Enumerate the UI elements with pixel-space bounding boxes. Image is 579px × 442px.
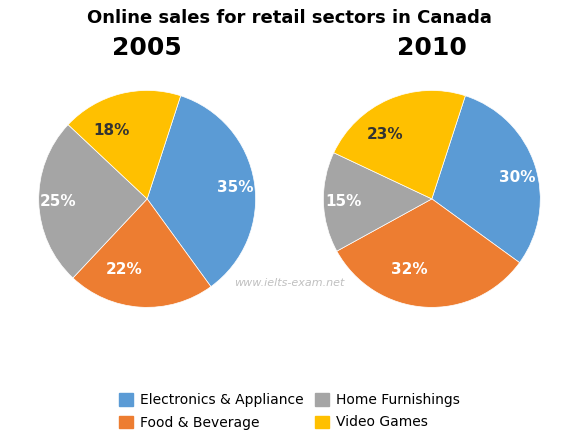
Text: 30%: 30% [499,170,536,185]
Wedge shape [147,96,255,287]
Wedge shape [68,91,181,199]
Text: 25%: 25% [40,194,76,209]
Wedge shape [334,91,466,199]
Wedge shape [337,199,519,307]
Legend: Electronics & Appliance, Food & Beverage, Home Furnishings, Video Games: Electronics & Appliance, Food & Beverage… [114,388,465,435]
Text: 15%: 15% [325,194,361,209]
Text: 23%: 23% [367,127,404,142]
Text: 18%: 18% [93,123,130,138]
Wedge shape [432,96,540,263]
Text: 22%: 22% [106,262,143,277]
Wedge shape [324,153,432,251]
Text: 32%: 32% [391,262,427,277]
Text: www.ielts-exam.net: www.ielts-exam.net [234,278,345,288]
Title: 2010: 2010 [397,36,467,60]
Text: Online sales for retail sectors in Canada: Online sales for retail sectors in Canad… [87,9,492,27]
Title: 2005: 2005 [112,36,182,60]
Wedge shape [73,199,211,307]
Text: 35%: 35% [217,180,253,195]
Wedge shape [39,125,147,278]
